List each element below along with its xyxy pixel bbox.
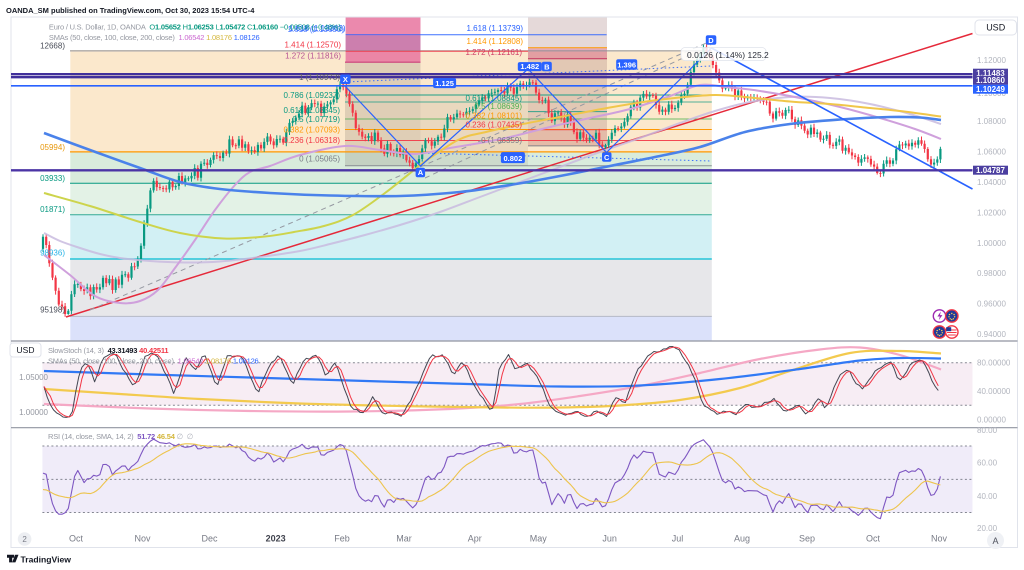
svg-text:0.236 (1.06318): 0.236 (1.06318) (284, 136, 341, 145)
svg-text:1.04000: 1.04000 (977, 178, 1006, 187)
svg-text:1.618 (1.13739): 1.618 (1.13739) (467, 24, 524, 33)
svg-text:0.382 (1.07093): 0.382 (1.07093) (284, 126, 341, 135)
svg-text:80.00000: 80.00000 (977, 359, 1011, 368)
svg-text:1.272 (1.12161): 1.272 (1.12161) (466, 48, 523, 57)
svg-text:1.00000: 1.00000 (977, 239, 1006, 248)
svg-text:0.96000: 0.96000 (977, 300, 1006, 309)
svg-text:0.94000: 0.94000 (977, 330, 1006, 339)
svg-text:Euro / U.S. Dollar, 1D, OANDA: Euro / U.S. Dollar, 1D, OANDA O1.05652 H… (49, 23, 341, 32)
svg-text:95198): 95198) (40, 306, 65, 315)
svg-text:1.396: 1.396 (617, 61, 636, 70)
svg-text:0.802: 0.802 (504, 154, 523, 163)
svg-text:2: 2 (22, 535, 27, 544)
svg-text:A: A (418, 168, 424, 177)
svg-text:Jul: Jul (672, 534, 684, 544)
svg-text:Feb: Feb (334, 534, 350, 544)
svg-text:OANDA_SM published on TradingV: OANDA_SM published on TradingView.com, O… (6, 6, 255, 15)
svg-text:60.00: 60.00 (977, 459, 998, 468)
svg-text:1.414 (1.12570): 1.414 (1.12570) (285, 40, 342, 49)
svg-text:RSI (14, close, SMA, 14, 2) 5: RSI (14, close, SMA, 14, 2) 51.72 46.54 … (48, 432, 194, 441)
svg-text:01871): 01871) (40, 205, 65, 214)
svg-text:1.618 (1.13653): 1.618 (1.13653) (288, 25, 345, 34)
svg-text:1.11483: 1.11483 (976, 69, 1005, 78)
svg-text:C: C (604, 153, 610, 162)
svg-text:USD: USD (17, 345, 35, 355)
svg-text:0 (1.05065): 0 (1.05065) (299, 154, 340, 163)
svg-text:Sep: Sep (799, 534, 815, 544)
svg-text:1.00000: 1.00000 (19, 408, 48, 417)
svg-text:1.12000: 1.12000 (977, 56, 1006, 65)
svg-text:40.00000: 40.00000 (977, 387, 1011, 396)
svg-text:1.08000: 1.08000 (977, 117, 1006, 126)
svg-text:0.5 (1.08639): 0.5 (1.08639) (474, 102, 522, 111)
svg-text:0.618 (1.08845): 0.618 (1.08845) (466, 94, 523, 103)
svg-text:Oct: Oct (866, 534, 881, 544)
svg-text:A: A (992, 536, 998, 546)
svg-text:0.786 (1.09237): 0.786 (1.09237) (284, 91, 341, 100)
svg-text:1.414 (1.12808): 1.414 (1.12808) (467, 37, 524, 46)
svg-text:Nov: Nov (931, 534, 948, 544)
svg-text:Aug: Aug (734, 534, 750, 544)
svg-text:May: May (530, 534, 548, 544)
svg-text:0.236 (1.07435): 0.236 (1.07435) (466, 120, 523, 129)
svg-text:TradingView: TradingView (21, 555, 72, 565)
svg-text:1.05000: 1.05000 (19, 373, 48, 382)
svg-text:Nov: Nov (134, 534, 151, 544)
svg-text:1.04787: 1.04787 (976, 166, 1005, 175)
svg-text:1.125: 1.125 (435, 79, 454, 88)
svg-text:20.00: 20.00 (977, 524, 998, 533)
svg-text:Mar: Mar (396, 534, 412, 544)
svg-text:12668): 12668) (40, 42, 65, 51)
svg-text:0.382 (1.08101): 0.382 (1.08101) (466, 111, 523, 120)
svg-text:03933): 03933) (40, 174, 65, 183)
svg-text:1.02000: 1.02000 (977, 208, 1006, 217)
svg-text:0.618 (1.08345): 0.618 (1.08345) (284, 106, 341, 115)
svg-text:1.10860: 1.10860 (976, 76, 1005, 85)
svg-text:2023: 2023 (266, 534, 286, 544)
svg-text:Oct: Oct (69, 534, 84, 544)
svg-text:Jun: Jun (602, 534, 617, 544)
svg-text:80.00: 80.00 (977, 426, 998, 435)
svg-text:0 (1.06359): 0 (1.06359) (481, 136, 522, 145)
svg-text:Dec: Dec (201, 534, 218, 544)
svg-text:USD: USD (986, 23, 1006, 33)
svg-text:SMAs (50, close, 100, close, 2: SMAs (50, close, 100, close, 200, close)… (48, 357, 259, 366)
svg-text:X: X (343, 75, 348, 84)
svg-text:SMAs (50, close, 100, close, 2: SMAs (50, close, 100, close, 200, close)… (49, 33, 260, 42)
svg-text:Apr: Apr (468, 534, 482, 544)
svg-text:0.0126 (1.14%) 125.2: 0.0126 (1.14%) 125.2 (687, 50, 769, 60)
svg-text:0.5 (1.07719): 0.5 (1.07719) (292, 115, 340, 124)
svg-text:0.00000: 0.00000 (977, 416, 1006, 425)
svg-text:1.06000: 1.06000 (977, 147, 1006, 156)
svg-text:SlowStoch (14, 3) 43.31493 40: SlowStoch (14, 3) 43.31493 40.42511 (48, 346, 168, 355)
svg-text:1.10249: 1.10249 (976, 85, 1005, 94)
svg-text:05994): 05994) (40, 143, 65, 152)
svg-text:D: D (708, 36, 714, 45)
svg-text:40.00: 40.00 (977, 492, 998, 501)
svg-text:98936): 98936) (40, 249, 65, 258)
svg-text:B: B (544, 62, 550, 71)
svg-text:1.482: 1.482 (520, 62, 539, 71)
svg-text:1.618 (1.13363): 1.618 (1.13363) (289, 24, 346, 33)
svg-text:0.98000: 0.98000 (977, 269, 1006, 278)
svg-text:1 (1.10973): 1 (1.10973) (299, 73, 340, 82)
svg-text:1.272 (1.11816): 1.272 (1.11816) (285, 52, 341, 61)
